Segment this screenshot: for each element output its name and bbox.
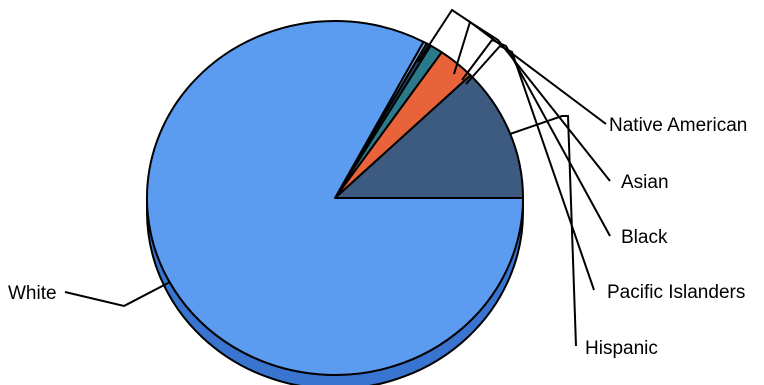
leader-line-asian xyxy=(453,20,611,182)
leader-line-pacific-islanders xyxy=(465,44,595,291)
pie-slice-white xyxy=(146,20,524,376)
label-black: Black xyxy=(621,227,668,248)
label-white: White xyxy=(8,283,57,304)
pie-slice-hispanic xyxy=(334,74,524,199)
label-asian: Asian xyxy=(621,172,669,193)
leader-lines xyxy=(64,8,611,347)
label-hispanic: Hispanic xyxy=(585,338,658,359)
label-pacific-islanders: Pacific Islanders xyxy=(607,282,745,303)
leader-line-white xyxy=(64,281,171,308)
leader-line-hispanic xyxy=(509,115,577,347)
leader-line-black xyxy=(461,38,611,237)
leader-line-native-american xyxy=(417,8,607,125)
label-native-american: Native American xyxy=(609,115,747,136)
pie-slices xyxy=(146,20,524,376)
data-labels: Native American Asian Black Pacific Isla… xyxy=(8,115,747,359)
